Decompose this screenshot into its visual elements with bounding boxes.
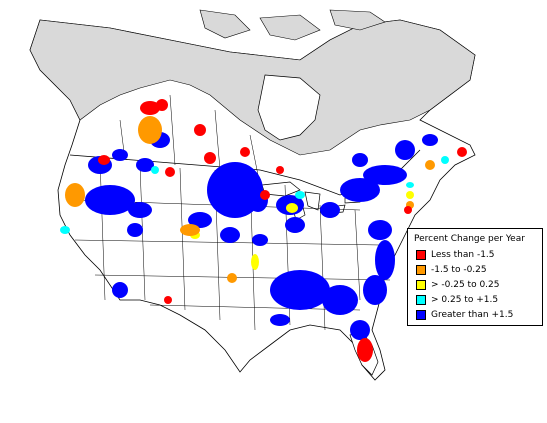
- legend-item-0-25-to-1-5: > 0.25 to +1.5: [416, 294, 498, 306]
- trend-patches-red: [98, 99, 467, 362]
- legend-swatch-orange: [416, 265, 426, 275]
- legend-swatch-red: [416, 250, 426, 260]
- hudson-bay: [257, 74, 321, 141]
- trend-patches-cyan: [60, 156, 449, 234]
- legend-label: > 0.25 to +1.5: [431, 295, 499, 305]
- legend-label: Greater than +1.5: [431, 310, 514, 320]
- arctic-islands: [199, 9, 386, 41]
- legend-item-less-than-minus-1-5: Less than -1.5: [416, 249, 495, 261]
- legend-title: Percent Change per Year: [414, 234, 525, 244]
- legend-swatch-cyan: [416, 295, 426, 305]
- legend-item-minus-0-25-to-0-25: > -0.25 to 0.25: [416, 279, 499, 291]
- legend: Percent Change per Year Less than -1.5 -…: [407, 228, 543, 326]
- legend-label: -1.5 to -0.25: [431, 265, 487, 275]
- legend-item-greater-than-1-5: Greater than +1.5: [416, 309, 513, 321]
- no-data-region: [29, 19, 476, 156]
- legend-label: Less than -1.5: [431, 250, 495, 260]
- legend-item-minus-1-5-to-minus-0-25: -1.5 to -0.25: [416, 264, 487, 276]
- trend-patches-orange: [65, 116, 435, 283]
- trend-patches-blue: [85, 132, 438, 340]
- legend-label: > -0.25 to 0.25: [431, 280, 500, 290]
- legend-swatch-blue: [416, 310, 426, 320]
- legend-swatch-yellow: [416, 280, 426, 290]
